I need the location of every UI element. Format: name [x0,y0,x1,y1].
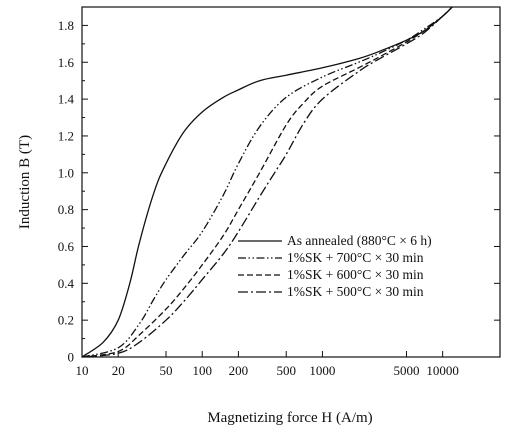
curve-series-1 [81,6,453,358]
x-tick-label: 5000 [393,363,419,378]
y-tick-label: 0.2 [58,313,74,328]
x-axis-title: Magnetizing force H (A/m) [207,410,372,426]
plot-frame [81,6,501,358]
legend-label-1: As annealed (880°C × 6 h) [287,233,432,248]
x-axis-ticks: 10 20 50 100 200 500 1000 5000 10000 [76,351,459,378]
x-tick-label: 10 [76,363,89,378]
x-tick-label: 1000 [309,363,335,378]
y-tick-label: 1.2 [58,128,74,143]
x-tick-label: 50 [160,363,173,378]
y-tick-label: 1.4 [58,92,75,107]
y-axis-title: Induction B (T) [17,135,33,229]
x-tick-label: 10000 [426,363,459,378]
y-tick-label: 1.6 [58,55,75,70]
x-tick-label: 20 [112,363,125,378]
y-tick-label: 1.0 [58,165,74,180]
curve-series-3 [81,6,453,358]
y-tick-label: 0.4 [58,276,75,291]
y-axis-ticks: 0 0.2 0.4 0.6 0.8 1.0 1.2 1.4 1.6 1.8 [58,6,500,365]
x-tick-label: 100 [192,363,212,378]
legend: As annealed (880°C × 6 h) 1%SK + 700°C × … [238,233,432,299]
x-tick-label: 200 [229,363,249,378]
y-tick-label: 1.8 [58,18,74,33]
legend-label-3: 1%SK + 600°C × 30 min [287,267,424,282]
curve-series-2 [81,6,453,358]
y-tick-label: 0.6 [58,239,75,254]
curves [81,6,453,358]
y-tick-label: 0.8 [58,202,74,217]
curve-series-4 [81,6,453,358]
x-tick-label: 500 [276,363,296,378]
legend-label-4: 1%SK + 500°C × 30 min [287,284,424,299]
legend-label-2: 1%SK + 700°C × 30 min [287,250,424,265]
y-tick-label: 0 [68,350,75,365]
